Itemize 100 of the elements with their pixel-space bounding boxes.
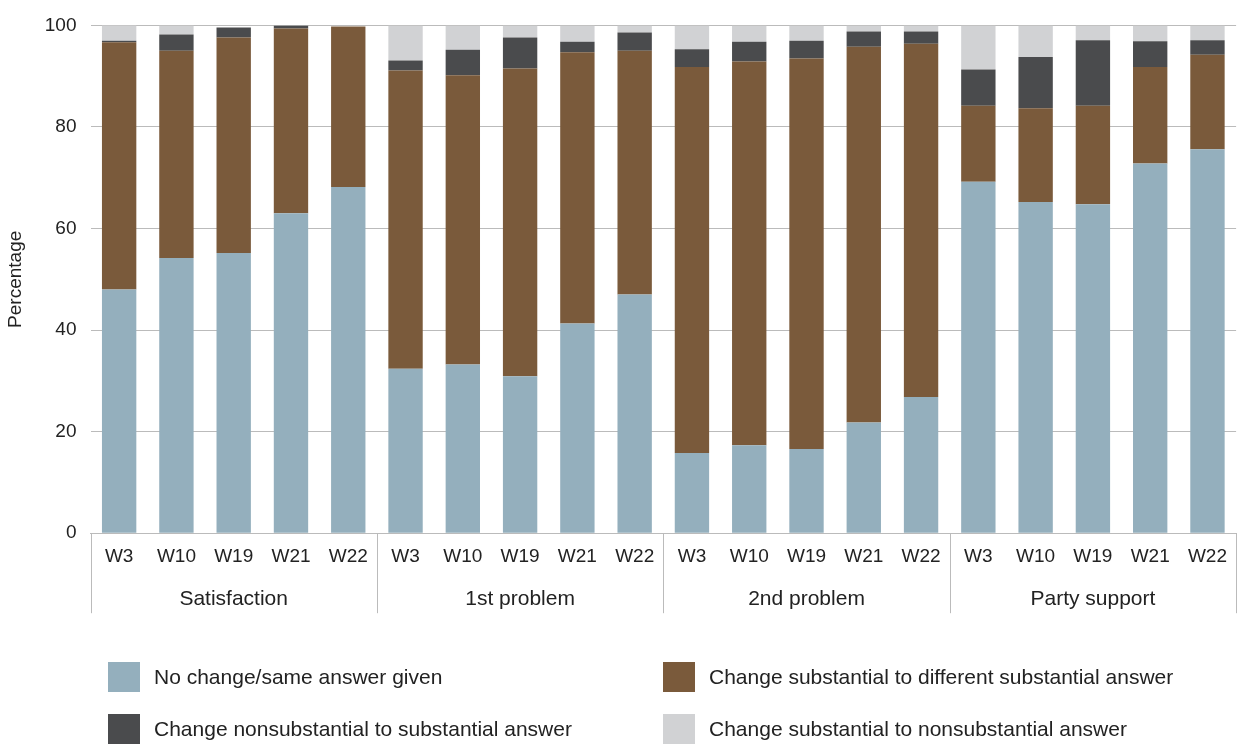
- bar: [388, 368, 423, 533]
- bar: [732, 41, 767, 62]
- bar: [560, 52, 595, 324]
- bar: [159, 50, 194, 258]
- bar: [159, 34, 194, 51]
- x-tick-label: W19: [1073, 544, 1113, 566]
- x-tick-label: W21: [557, 544, 597, 566]
- bar: [159, 257, 194, 533]
- x-tick-label: W19: [500, 544, 540, 566]
- bar: [1133, 41, 1168, 68]
- y-tick-label: 60: [55, 216, 77, 238]
- x-tick-label: W10: [156, 544, 196, 566]
- bar: [1133, 67, 1168, 164]
- bar: [674, 67, 710, 453]
- text: 2nd problem: [748, 586, 865, 609]
- bar: [617, 50, 652, 295]
- bar: [846, 46, 881, 423]
- bar: [1190, 25, 1225, 41]
- x-tick-label: W21: [1130, 544, 1170, 566]
- bar: [273, 28, 309, 214]
- bar: [846, 31, 881, 47]
- y-tick-label: 40: [55, 318, 77, 340]
- bar: [445, 75, 481, 365]
- x-tick-label: W21: [271, 544, 311, 566]
- legend-label: Change substantial to nonsubstantial answer: [709, 717, 1127, 741]
- bar: [1075, 204, 1111, 533]
- bar: [560, 323, 595, 533]
- bar: [502, 25, 538, 38]
- x-tick-label: W10: [443, 544, 483, 566]
- bar: [1190, 54, 1225, 150]
- bar: [961, 181, 996, 533]
- bar: [961, 25, 996, 70]
- x-tick-label: W19: [786, 544, 827, 566]
- bar: [445, 364, 481, 533]
- bar: [1075, 40, 1111, 106]
- bar: [674, 452, 710, 533]
- bar: [903, 397, 939, 533]
- legend-label: No change/same answer given: [154, 665, 443, 689]
- bar: [732, 61, 767, 446]
- bar: [846, 422, 881, 533]
- bar: [560, 25, 595, 42]
- bar: [1133, 25, 1168, 42]
- text: Party support: [1030, 586, 1156, 609]
- bar: [1018, 108, 1053, 203]
- bar: [674, 25, 710, 50]
- bar: [273, 213, 309, 533]
- bar: [502, 37, 538, 69]
- bar: [961, 69, 996, 106]
- bar: [1190, 149, 1225, 533]
- bar: [216, 252, 251, 533]
- bar: [789, 58, 824, 449]
- text: Satisfaction: [179, 586, 288, 609]
- legend-label: Change substantial to different substantial answer: [709, 665, 1174, 689]
- x-tick-label: W19: [214, 544, 254, 566]
- bar: [674, 49, 710, 68]
- bar: [617, 25, 652, 33]
- bar: [789, 40, 824, 59]
- bar: [388, 70, 423, 369]
- bar: [331, 186, 366, 533]
- bar: [216, 37, 251, 253]
- bar: [732, 445, 767, 533]
- bar: [1018, 25, 1053, 57]
- bar: [502, 376, 538, 533]
- text: 1st problem: [465, 586, 575, 609]
- bar: [1018, 56, 1053, 109]
- x-tick-label: W3: [964, 544, 993, 566]
- legend-label: Change nonsubstantial to substantial answer: [154, 717, 572, 741]
- bar: [1190, 40, 1225, 55]
- y-tick-label: 100: [44, 13, 77, 35]
- bar: [445, 25, 481, 50]
- bar: [617, 32, 652, 51]
- x-tick-label: W3: [677, 544, 707, 566]
- bar: [159, 25, 194, 35]
- bar: [789, 25, 824, 41]
- bar: [617, 294, 652, 533]
- bar: [1075, 105, 1111, 205]
- bar: [101, 42, 137, 290]
- y-axis-title: Percentage: [3, 230, 25, 328]
- bar: [101, 289, 137, 533]
- y-tick-label: 80: [55, 115, 77, 137]
- x-tick-label: W22: [1187, 544, 1228, 566]
- x-tick-label: W3: [104, 544, 134, 566]
- bar: [502, 68, 538, 377]
- bar: [1075, 25, 1111, 41]
- x-tick-label: W3: [391, 544, 420, 566]
- bar: [789, 448, 824, 533]
- bar: [1018, 202, 1053, 533]
- bar: [101, 25, 137, 41]
- bar: [961, 105, 996, 182]
- bar: [445, 49, 481, 76]
- bar: [216, 27, 251, 38]
- x-tick-label: W22: [615, 544, 655, 566]
- x-tick-label: W22: [901, 544, 941, 566]
- bar: [903, 31, 939, 44]
- bar: [1133, 163, 1168, 533]
- x-tick-label: W21: [844, 544, 884, 566]
- bar: [732, 25, 767, 42]
- bar: [388, 25, 423, 61]
- y-tick-label: 20: [55, 419, 77, 441]
- bar: [331, 26, 366, 187]
